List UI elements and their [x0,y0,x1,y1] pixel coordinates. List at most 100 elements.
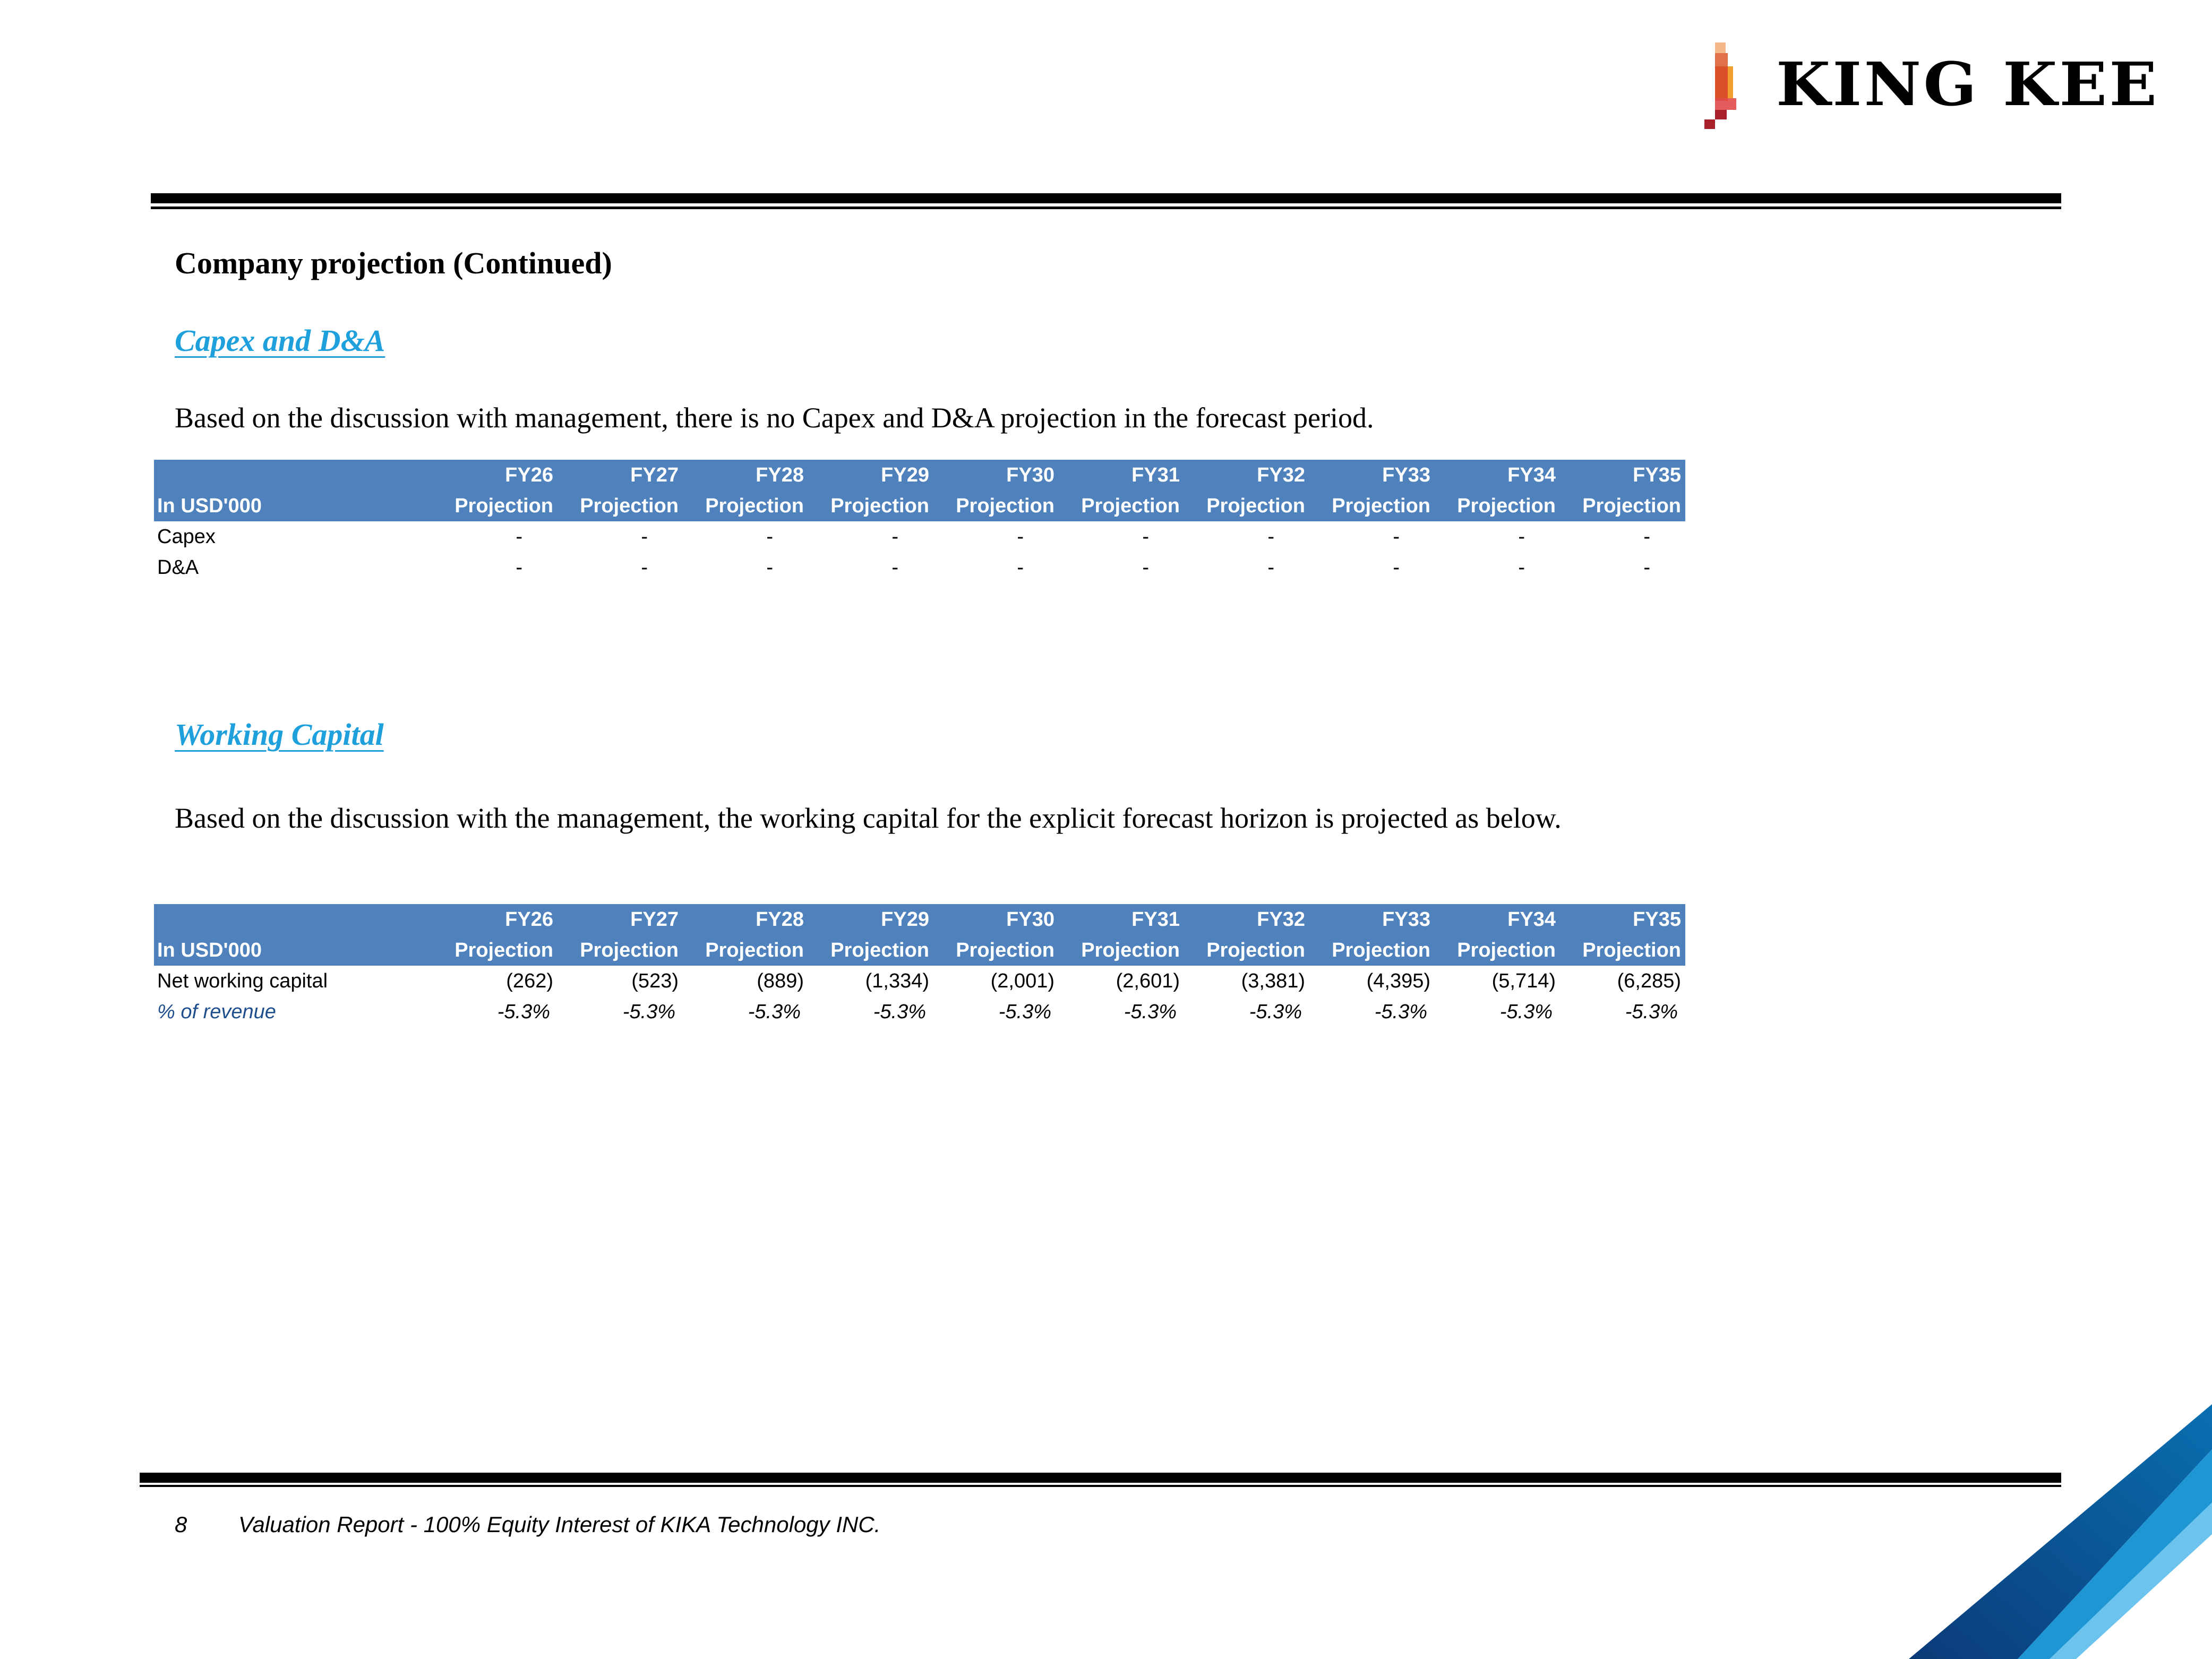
year-header: FY26 [432,904,558,935]
cell: - [1518,556,1525,579]
cell: - [1017,526,1024,548]
header-cell [154,904,432,935]
cell: -5.3% [1374,1001,1427,1023]
cell: -5.3% [1625,1001,1678,1023]
logo-mark-icon [1704,42,1736,129]
unit-label: In USD'000 [154,935,432,966]
cell: - [516,556,522,579]
year-header: FY29 [808,904,933,935]
cell: -5.3% [873,1001,926,1023]
row-label: D&A [157,556,199,579]
cell: - [1518,526,1525,548]
projection-label: Projection [1560,491,1685,521]
table-header-sub: In USD'000 Projection Projection Project… [154,491,1685,521]
year-header: FY32 [1184,904,1309,935]
cell: - [1017,556,1024,579]
cell: - [1142,556,1149,579]
footer-rule-thick [140,1473,2061,1483]
footer-text: Valuation Report - 100% Equity Interest … [238,1512,881,1537]
cell: -5.3% [622,1001,675,1023]
cell: - [516,526,522,548]
projection-label: Projection [1309,935,1435,966]
cell: - [766,526,773,548]
year-header: FY34 [1435,460,1560,491]
year-header: FY33 [1309,904,1435,935]
year-header: FY27 [558,904,683,935]
cell: (889) [757,970,804,992]
corner-swoosh-icon [1909,1404,2212,1659]
row-label: Capex [157,526,216,548]
projection-label: Projection [558,935,683,966]
year-header: FY31 [1059,904,1184,935]
cell: - [1267,526,1274,548]
footer-rule-thin [140,1485,2061,1487]
cell: - [1643,556,1650,579]
cell: (2,601) [1116,970,1180,992]
cell: (5,714) [1491,970,1556,992]
year-header: FY32 [1184,460,1309,491]
header-cell [154,460,432,491]
capex-paragraph: Based on the discussion with management,… [175,402,1374,434]
table-header-years: FY26 FY27 FY28 FY29 FY30 FY31 FY32 FY33 … [154,904,1685,935]
cell: - [1142,526,1149,548]
year-header: FY27 [558,460,683,491]
cell: - [891,556,898,579]
projection-label: Projection [808,935,933,966]
cell: -5.3% [497,1001,550,1023]
year-header: FY31 [1059,460,1184,491]
cell: - [891,526,898,548]
year-header: FY28 [683,904,808,935]
row-label: % of revenue [157,1001,276,1023]
cell: - [641,556,648,579]
year-header: FY30 [933,904,1059,935]
cell: - [1393,526,1400,548]
cell: (6,285) [1617,970,1681,992]
projection-label: Projection [1184,935,1309,966]
projection-label: Projection [1184,491,1309,521]
working-capital-heading: Working Capital [175,717,384,752]
header-rule-thin [151,207,2061,209]
logo-text: KING KEE [1776,50,2159,119]
year-header: FY29 [808,460,933,491]
cell: - [1393,556,1400,579]
page-title: Company projection (Continued) [175,246,612,280]
projection-label: Projection [683,491,808,521]
cell: - [1267,556,1274,579]
table-header-years: FY26 FY27 FY28 FY29 FY30 FY31 FY32 FY33 … [154,460,1685,491]
cell: (2,001) [990,970,1054,992]
year-header: FY34 [1435,904,1560,935]
year-header: FY30 [933,460,1059,491]
projection-label: Projection [432,491,558,521]
table-row: % of revenue -5.3% -5.3% -5.3% -5.3% -5.… [154,996,1685,1027]
cell: -5.3% [1499,1001,1553,1023]
year-header: FY33 [1309,460,1435,491]
table-row: Capex - - - - - - - - - - [154,521,1685,552]
cell: -5.3% [748,1001,801,1023]
projection-label: Projection [1059,491,1184,521]
capex-table: FY26 FY27 FY28 FY29 FY30 FY31 FY32 FY33 … [154,460,1685,583]
cell: (4,395) [1366,970,1430,992]
year-header: FY35 [1560,460,1685,491]
company-logo: KING KEE [1694,40,2159,130]
projection-label: Projection [933,491,1059,521]
cell: -5.3% [1249,1001,1302,1023]
projection-label: Projection [933,935,1059,966]
header-rule-thick [151,193,2061,203]
working-capital-table: FY26 FY27 FY28 FY29 FY30 FY31 FY32 FY33 … [154,904,1685,1027]
projection-label: Projection [558,491,683,521]
cell: (523) [631,970,679,992]
projection-label: Projection [432,935,558,966]
year-header: FY35 [1560,904,1685,935]
table-row: D&A - - - - - - - - - - [154,552,1685,583]
projection-label: Projection [1309,491,1435,521]
cell: (262) [506,970,553,992]
working-capital-paragraph: Based on the discussion with the managem… [175,802,1562,834]
cell: - [766,556,773,579]
cell: - [641,526,648,548]
projection-label: Projection [1435,491,1560,521]
projection-label: Projection [808,491,933,521]
cell: -5.3% [1124,1001,1177,1023]
capex-heading: Capex and D&A [175,323,385,358]
projection-label: Projection [1560,935,1685,966]
year-header: FY26 [432,460,558,491]
